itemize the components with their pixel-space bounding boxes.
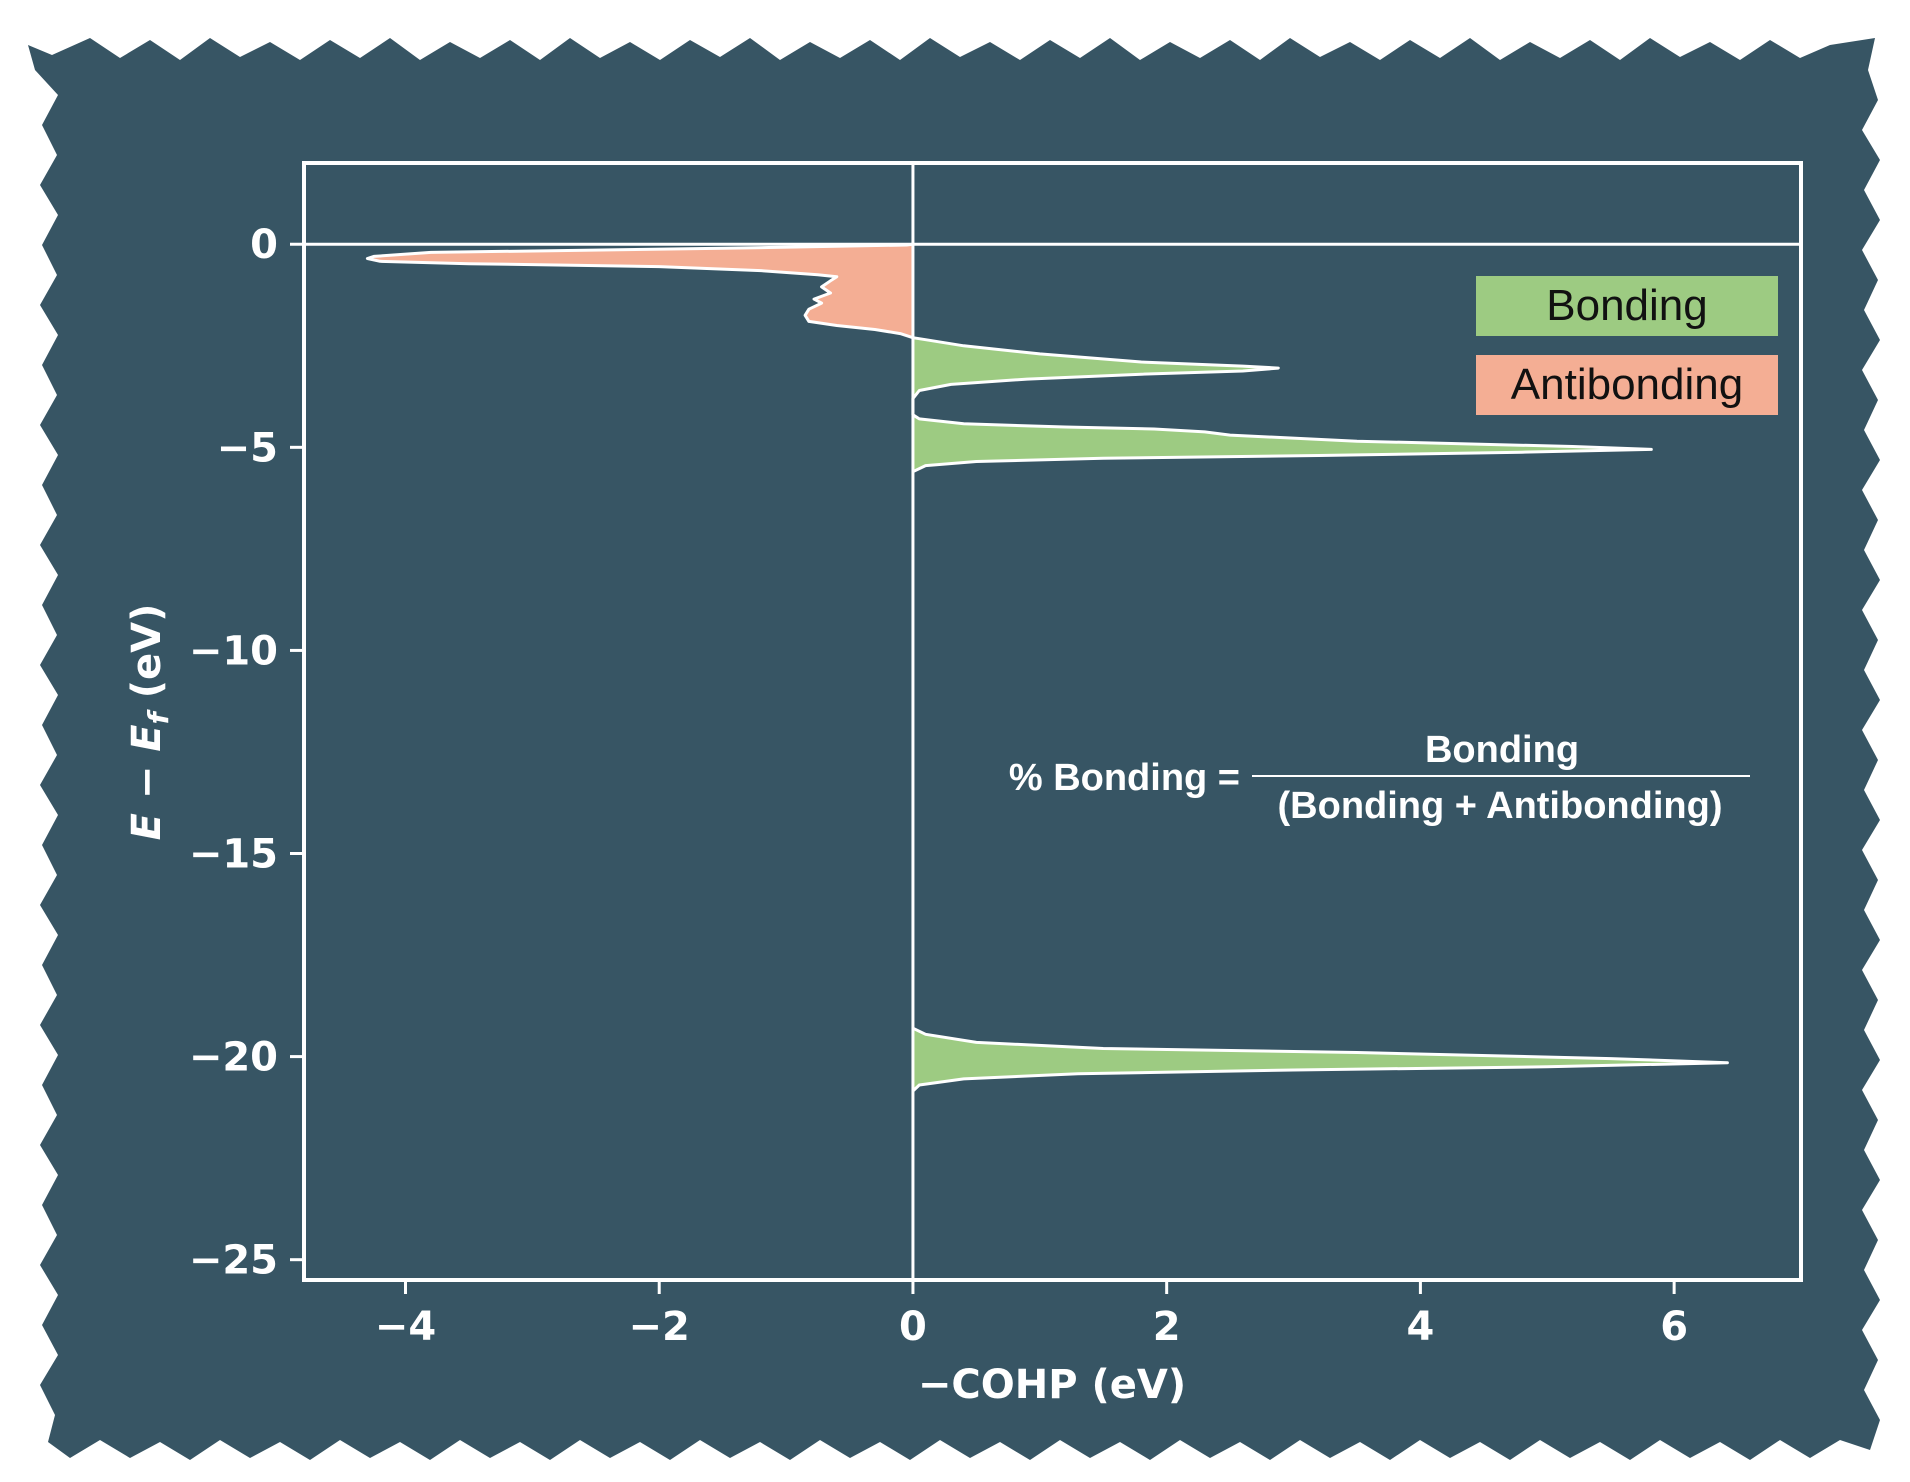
y-tick-label: −20 xyxy=(189,1035,278,1081)
formula-lhs: % Bonding = xyxy=(1009,757,1240,799)
y-tick-label: −25 xyxy=(189,1238,278,1284)
legend: Bonding Antibonding xyxy=(1476,276,1778,415)
x-tick-label: 4 xyxy=(1406,1304,1434,1350)
y-axis-title-unit: (eV) xyxy=(124,604,170,713)
cohp-fill-bonding-2 xyxy=(912,1028,1728,1092)
x-tick-label: −4 xyxy=(375,1304,436,1350)
y-axis-title-e: E xyxy=(124,813,170,840)
cohp-fill-antibonding-0 xyxy=(367,244,913,338)
legend-swatch-bonding xyxy=(1476,276,1778,336)
y-tick-label: −5 xyxy=(217,425,278,471)
cohp-curve-bonding-2 xyxy=(911,1026,1729,1093)
torn-paper-background xyxy=(28,38,1880,1460)
reference-lines xyxy=(304,163,1801,1280)
y-axis-title-minus: − xyxy=(124,752,170,813)
y-axis-title-ef: E xyxy=(124,724,170,751)
y-tick-label: −15 xyxy=(189,832,278,878)
x-tick-label: 0 xyxy=(899,1304,927,1350)
cohp-fill-bonding-1 xyxy=(912,337,1652,472)
x-tick-label: 2 xyxy=(1153,1304,1181,1350)
legend-swatch-antibonding xyxy=(1476,355,1778,415)
legend-label-antibonding: Antibonding xyxy=(1511,360,1743,409)
cohp-curve-antibonding-0 xyxy=(365,242,914,340)
legend-label-bonding: Bonding xyxy=(1546,281,1707,330)
x-axis-title: −COHP (eV) xyxy=(918,1362,1186,1408)
x-tick-label: −2 xyxy=(629,1304,690,1350)
formula-annotation: % Bonding = Bonding (Bonding + Antibondi… xyxy=(1009,729,1750,827)
y-axis-title-sub: f xyxy=(142,708,175,724)
x-axis-ticks: −4 −2 0 2 4 6 xyxy=(375,1280,1688,1350)
cohp-areas xyxy=(365,242,1729,1093)
y-tick-label: 0 xyxy=(250,222,278,268)
y-axis-title: E − Ef (eV) xyxy=(124,604,175,841)
formula-denominator: (Bonding + Antibonding) xyxy=(1278,785,1723,827)
plot-area xyxy=(302,161,1803,1282)
cohp-curve-bonding-1 xyxy=(911,336,1653,474)
x-tick-label: 6 xyxy=(1660,1304,1688,1350)
y-axis-ticks: 0 −5 −10 −15 −20 −25 xyxy=(189,222,304,1284)
formula-numerator: Bonding xyxy=(1425,729,1579,771)
y-tick-label: −10 xyxy=(189,628,278,674)
